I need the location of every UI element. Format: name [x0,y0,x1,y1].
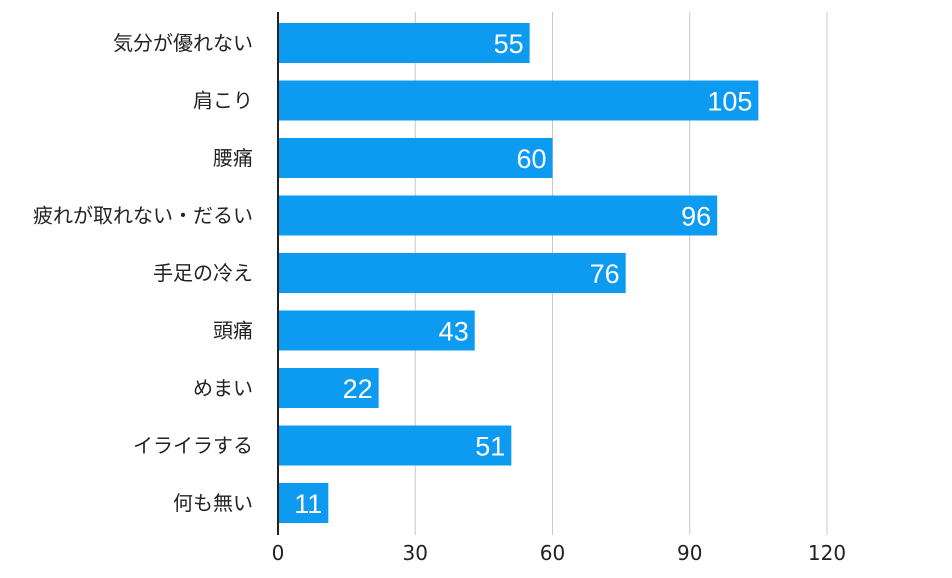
value-label: 55 [494,29,524,59]
x-tick-label: 0 [272,541,285,565]
bar [278,425,512,466]
value-label: 96 [681,202,711,232]
category-label: 手足の冷え [153,261,253,285]
category-label: 頭痛 [213,319,253,343]
value-label: 105 [707,87,752,117]
category-label: 肩こり [193,89,253,113]
x-tick-label: 60 [540,541,565,565]
labels: 0 30 60 90 120 気分が優れない 55 肩こり 105 腰痛 60 疲れが取れない・だるい… [33,29,846,565]
value-label: 51 [475,432,505,462]
category-label: 気分が優れない [113,31,253,55]
bar [278,368,379,408]
bar [278,253,626,293]
bars [278,23,759,523]
x-tick-label: 120 [808,541,846,565]
value-label: 22 [343,374,373,404]
category-label: めまい [193,376,253,400]
x-tick-label: 90 [677,541,702,565]
value-label: 43 [439,317,469,347]
bar [278,80,759,121]
value-label: 60 [516,144,546,174]
category-label: 腰痛 [213,146,253,170]
category-label: 何も無い [173,491,253,515]
bar [278,195,718,236]
value-label: 76 [590,259,620,289]
bar [278,310,475,351]
bar [278,23,530,63]
bar [278,138,553,178]
category-label: 疲れが取れない・だるい [33,204,253,228]
x-tick-label: 30 [403,541,428,565]
value-label: 11 [294,489,322,519]
category-label: イライラする [133,434,253,458]
bar [278,483,329,523]
